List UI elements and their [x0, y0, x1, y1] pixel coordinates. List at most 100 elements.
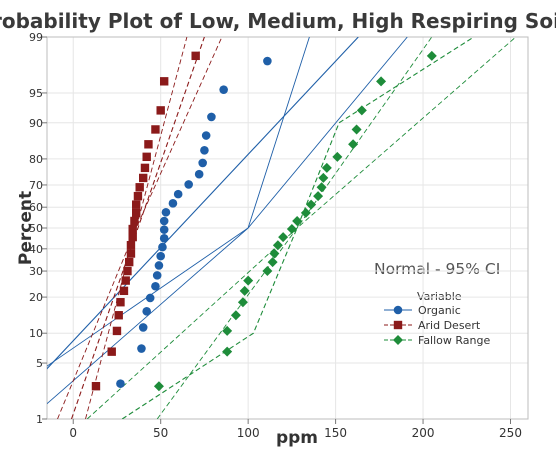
arid-desert-point [121, 276, 130, 285]
y-tick-label: 30 [29, 265, 43, 278]
organic-point [201, 131, 211, 140]
organic-point [159, 225, 169, 234]
fallow-range-point [316, 182, 327, 193]
arid-desert-point [123, 266, 132, 276]
organic-point [142, 307, 151, 316]
organic-point [158, 242, 167, 252]
fallow-range-point [230, 310, 241, 321]
arid-desert-point [132, 200, 141, 209]
fallow-range-point [237, 297, 248, 308]
organic-point [159, 216, 169, 226]
arid-desert-ci-lower [57, 37, 188, 419]
arid-desert-point [126, 249, 136, 258]
fallow-range-point [269, 248, 280, 259]
y-tick-label: 5 [36, 357, 43, 370]
x-tick-label: 50 [153, 426, 168, 440]
organic-point [116, 379, 125, 388]
arid-desert-point [112, 326, 122, 336]
chart-title: Probability Plot of Low, Medium, High Re… [0, 9, 556, 33]
legend-marker-arid-desert [393, 320, 403, 330]
fallow-range-point [239, 285, 250, 296]
x-tick-label: 0 [69, 426, 77, 440]
organic-point [200, 146, 209, 155]
organic-point [184, 180, 193, 189]
legend-label-arid-desert: Arid Desert [418, 319, 481, 332]
arid-desert-point [156, 106, 165, 115]
axis-ticks: 0 50 100 150 200 250 1 5 10 20 30 40 50 60 70 80 90 95 99 [29, 31, 522, 440]
x-tick-label: 100 [237, 426, 260, 440]
x-tick-label: 250 [499, 426, 522, 440]
y-tick-label: 95 [29, 87, 43, 100]
organic-point [145, 293, 155, 303]
fallow-range-point [376, 76, 387, 87]
fallow-range-point [292, 215, 303, 226]
arid-desert-point [133, 191, 143, 201]
fallow-range-point [286, 224, 297, 235]
fallow-range-point [300, 207, 311, 218]
legend-label-fallow-range: Fallow Range [418, 334, 490, 347]
fallow-range-points [153, 50, 437, 392]
arid-desert-point [107, 347, 116, 356]
fallow-range-point [306, 199, 317, 210]
y-tick-label: 80 [29, 153, 43, 166]
arid-desert-point [191, 51, 200, 61]
organic-point [194, 169, 204, 179]
arid-desert-point [91, 381, 101, 391]
organic-point [138, 323, 148, 332]
organic-point [263, 56, 272, 66]
organic-point [173, 189, 183, 199]
y-axis-label: Percent [16, 191, 36, 265]
legend-marker-organic [393, 305, 403, 315]
fallow-range-point [351, 124, 362, 135]
arid-desert-point [126, 241, 136, 250]
arid-desert-point [159, 77, 169, 86]
organic-point [161, 207, 171, 217]
fallow-range-point [272, 240, 283, 251]
organic-point [198, 158, 207, 168]
x-axis-label: ppm [276, 428, 318, 448]
legend-title: Variable [417, 290, 462, 303]
fallow-range-point [356, 105, 367, 116]
fallow-range-point [278, 232, 289, 243]
organic-point [219, 85, 228, 94]
organic-points [116, 56, 272, 388]
organic-fit-line [47, 37, 359, 370]
fallow-range-point [243, 275, 254, 286]
arid-desert-ci-upper [85, 37, 223, 419]
x-tick-label: 150 [324, 426, 347, 440]
arid-desert-point [130, 216, 139, 226]
arid-desert-point [139, 173, 148, 183]
arid-desert-point [119, 286, 129, 296]
organic-point [151, 281, 160, 291]
fallow-range-fit-line [121, 37, 475, 419]
fallow-range-point [321, 162, 332, 173]
legend-label-organic: Organic [418, 304, 461, 317]
organic-point [156, 251, 165, 261]
legend-marker-fallow-range [393, 335, 403, 345]
organic-point [159, 234, 169, 243]
organic-point [152, 271, 162, 280]
fallow-range-point [318, 172, 329, 183]
organic-point [207, 112, 216, 122]
arid-desert-point [142, 152, 151, 162]
y-tick-label: 99 [29, 31, 43, 44]
arid-desert-point [135, 183, 144, 192]
y-tick-label: 20 [29, 291, 43, 304]
x-tick-label: 200 [412, 426, 435, 440]
y-tick-label: 60 [29, 201, 43, 214]
arid-desert-point [128, 232, 137, 242]
fallow-range-ci-upper [156, 37, 517, 419]
arid-desert-point [140, 163, 150, 173]
fallow-range-point [313, 191, 324, 202]
arid-desert-point [128, 224, 137, 234]
fallow-range-point [426, 50, 437, 61]
organic-point [137, 344, 146, 353]
fallow-range-point [153, 381, 164, 392]
arid-desert-point [125, 257, 134, 267]
y-tick-label: 1 [36, 413, 43, 426]
ci-annotation: Normal - 95% CI [374, 260, 500, 278]
y-tick-label: 70 [29, 179, 43, 192]
y-tick-label: 90 [29, 117, 43, 130]
